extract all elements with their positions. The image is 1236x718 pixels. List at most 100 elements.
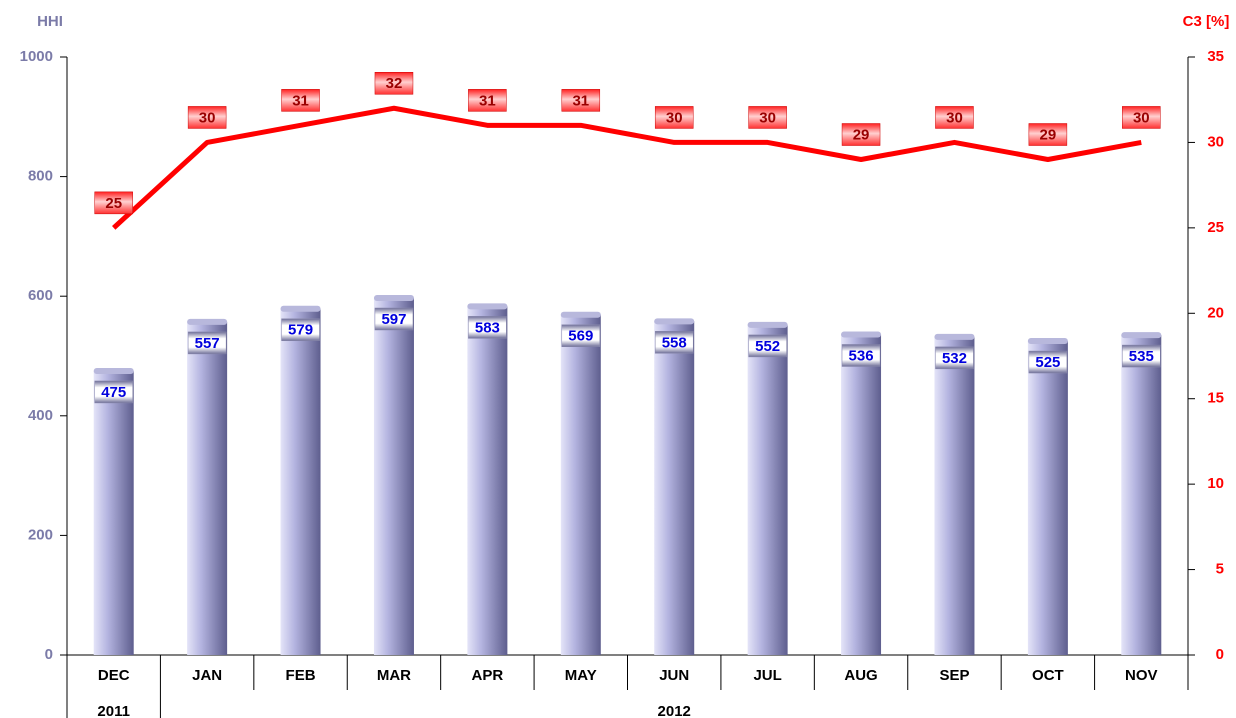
line-value-label: 31 [479,92,496,109]
bar [467,306,508,655]
y-tick-label: 600 [28,287,53,304]
line-label-box [94,191,133,215]
bar-cap [93,367,134,374]
y2-tick-label: 0 [1216,646,1224,663]
bar [1027,341,1068,655]
bar [373,297,414,655]
bar-cap [373,294,414,301]
line-label-box [935,106,974,129]
line-value-label: 30 [199,109,216,126]
line-value-label: 30 [666,109,683,126]
bar-value-label: 597 [381,311,406,328]
bar-value-label: 558 [662,334,687,351]
x-tick-label: NOV [1125,667,1158,684]
y2-tick-label: 5 [1216,561,1224,578]
y2-axis-label: C3 [%] [1183,13,1230,30]
bar [187,321,228,655]
line-value-label: 30 [759,109,776,126]
y2-tick-label: 15 [1207,390,1224,407]
bar-label-box [281,318,320,342]
bar-label-box [935,346,974,370]
bar [654,321,695,655]
y2-tick-label: 30 [1207,133,1224,150]
line-label-box [841,123,881,146]
line-value-label: 25 [105,195,122,212]
bar-value-label: 535 [1129,348,1154,365]
bar [934,336,975,655]
bar-value-label: 525 [1035,354,1060,371]
y2-tick-label: 10 [1207,475,1224,492]
line-value-label: 32 [386,75,403,92]
line-label-box [187,106,227,129]
bar [93,370,134,655]
bar-cap [747,321,788,328]
group-label: 2011 [97,703,130,718]
line-label-box [654,106,694,129]
x-tick-label: DEC [98,667,130,684]
line-label-box [748,106,787,129]
bar-value-label: 475 [101,384,126,401]
y2-tick-label: 35 [1207,48,1224,65]
y-tick-label: 400 [28,407,53,424]
y-tick-label: 0 [45,646,53,663]
line-label-box [561,89,601,112]
y2-tick-label: 20 [1207,304,1224,321]
bar-label-box [561,324,601,347]
bar-label-box [374,307,414,331]
bar [747,324,788,655]
bar-cap [187,318,228,325]
bar-cap [1027,338,1068,345]
y-tick-label: 200 [28,526,53,543]
x-tick-label: SEP [939,667,969,684]
bar-value-label: 532 [942,350,967,367]
y-tick-label: 800 [28,168,53,185]
x-tick-label: AUG [844,667,877,684]
bar-cap [560,311,601,318]
line-label-box [1122,106,1161,129]
x-tick-label: FEB [286,667,316,684]
bar-label-box [748,334,787,358]
line-value-label: 31 [292,92,309,109]
line-value-label: 30 [946,109,963,126]
group-label: 2012 [658,703,691,718]
line-label-box [281,89,320,112]
bar-label-box [468,316,507,339]
line-value-label: 30 [1133,109,1150,126]
y-axis-label: HHI [37,13,63,30]
y2-tick-label: 25 [1207,219,1224,236]
bar-value-label: 536 [849,347,874,364]
y-tick-label: 1000 [20,48,53,65]
bar-cap [280,305,321,312]
bar-label-box [841,344,881,367]
bar-label-box [1122,344,1161,368]
bar-label-box [1028,350,1068,374]
x-tick-label: MAY [565,667,597,684]
bar-cap [467,303,508,310]
line-label-box [1028,123,1068,146]
bar-value-label: 579 [288,322,313,339]
bar [841,334,882,655]
x-tick-label: JUL [753,667,781,684]
bar-label-box [654,331,694,354]
line-value-label: 29 [853,126,870,143]
bar [560,314,601,655]
bar [280,308,321,655]
bar-value-label: 552 [755,338,780,355]
bar-label-box [94,380,133,404]
x-tick-label: APR [472,667,504,684]
bar-value-label: 569 [568,328,593,345]
bar-cap [934,333,975,340]
line [112,105,1142,230]
bar [1121,335,1162,655]
bar-value-label: 557 [195,335,220,352]
line-value-label: 29 [1040,126,1057,143]
line-label-box [374,72,414,95]
bar-label-box [187,331,227,355]
bar-cap [1121,332,1162,339]
x-tick-label: JAN [192,667,222,684]
x-tick-label: MAR [377,667,411,684]
bar-cap [654,318,695,325]
bar-cap [841,331,882,338]
x-tick-label: OCT [1032,667,1064,684]
